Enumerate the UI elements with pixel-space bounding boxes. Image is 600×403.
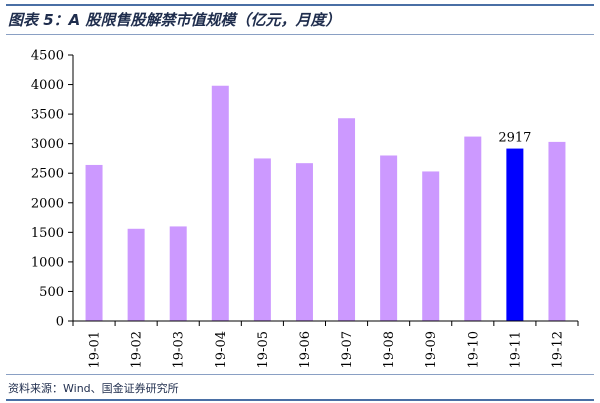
y-tick-label: 2000 — [31, 196, 64, 211]
title-divider — [6, 34, 594, 35]
bottom-border-rule — [6, 399, 594, 401]
bar-19-07 — [338, 118, 356, 321]
bar-19-06 — [295, 163, 313, 321]
top-border-rule — [6, 4, 594, 6]
y-tick-label: 4000 — [31, 78, 64, 93]
bar-19-02 — [127, 228, 145, 321]
x-tick-label: 19-08 — [382, 331, 397, 368]
bars — [85, 85, 566, 321]
y-axis: 0 500 1000 1500 2000 2500 3000 3500 4000 4500 — [31, 49, 74, 330]
y-tick-label: 500 — [39, 285, 64, 300]
y-tick-label: 3500 — [31, 108, 64, 123]
x-tick-label: 19-12 — [550, 331, 565, 368]
source-divider — [6, 374, 594, 375]
y-tick-label: 4500 — [31, 49, 64, 64]
x-axis: 19-01 19-02 19-03 19-04 19-05 19-06 19-07 19-08… — [72, 320, 579, 368]
x-tick-label: 19-09 — [424, 331, 439, 368]
y-tick-label: 3000 — [31, 137, 64, 152]
y-tick-label: 2500 — [31, 167, 64, 182]
x-tick-label: 19-05 — [256, 331, 271, 368]
x-tick-label: 19-06 — [298, 331, 313, 368]
x-tick-label: 19-11 — [508, 331, 523, 368]
x-tick-label: 19-03 — [172, 331, 187, 368]
y-tick-label: 1000 — [31, 255, 64, 270]
data-labels: 2917 — [498, 131, 531, 146]
x-tick-label: 19-04 — [214, 331, 229, 368]
bar-19-08 — [380, 155, 398, 321]
data-label: 2917 — [498, 131, 531, 146]
bar-19-09 — [422, 171, 440, 321]
x-tick-label: 19-01 — [88, 331, 103, 368]
bar-19-11 — [506, 148, 524, 321]
bar-19-04 — [211, 85, 229, 321]
chart-title: 图表 5：A 股限售股解禁市值规模（亿元，月度） — [8, 11, 341, 29]
x-tick-label: 19-10 — [466, 331, 481, 368]
bar-19-12 — [548, 141, 566, 321]
y-tick-label: 1500 — [31, 226, 64, 241]
bar-19-03 — [169, 226, 187, 321]
x-tick-label: 19-07 — [340, 331, 355, 368]
bar-19-10 — [464, 136, 482, 321]
x-tick-label: 19-02 — [130, 331, 145, 368]
bar-19-01 — [85, 164, 103, 321]
bar-19-05 — [253, 158, 271, 321]
y-tick-label: 0 — [56, 315, 64, 330]
source-note: 资料来源：Wind、国金证券研究所 — [8, 382, 179, 395]
